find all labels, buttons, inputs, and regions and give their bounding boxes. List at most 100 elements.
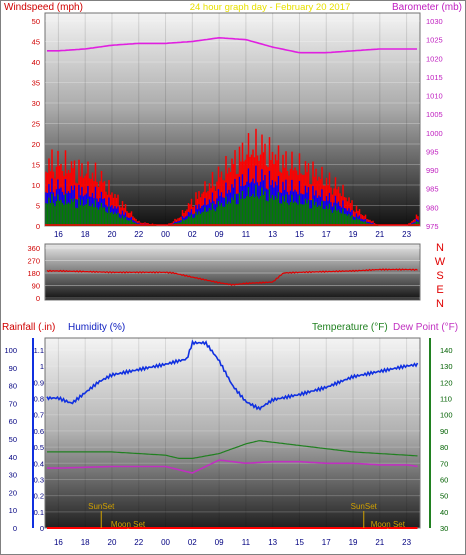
barometer-ticks: 975 980 985 990 995 1000 1005 1010 1015 1020 1025 1… [426,17,443,231]
windspeed-tick-label: 5 [36,202,40,211]
temperature-tick-label: 140 [440,346,453,355]
rainfall-tick-label: 0.8 [34,395,44,404]
temperature-tick-label: 110 [440,395,452,404]
windspeed-tick-label: 40 [32,58,40,67]
direction-tick-label: 360 [27,244,40,253]
bottom-hour-ticks: 16 18 20 22 00 02 09 11 13 15 17 19 21 23 [54,538,412,547]
rainfall-tick-label: 1 [40,362,44,371]
windspeed-tick-label: 50 [32,17,40,26]
barometer-tick-label: 1030 [426,17,443,26]
humidity-tick-label: 100 [4,346,17,355]
barometer-tick-label: 980 [426,203,439,212]
windspeed-tick-label: 25 [32,120,40,129]
hour-tick-label: 23 [402,230,411,239]
compass-s: S [436,270,443,282]
temperature-tick-label: 70 [440,459,448,468]
direction-tick-label: 270 [27,257,40,266]
temperature-tick-label: 50 [440,492,448,501]
hour-tick-label: 22 [134,230,143,239]
direction-tick-label: 0 [36,294,40,303]
graph-title: 24 hour graph day - February 20 2017 [190,2,351,13]
moonset-label: Moon Set [111,520,146,529]
humidity-tick-label: 30 [9,471,17,480]
hour-tick-label: 09 [215,538,224,547]
hour-tick-label: 11 [242,538,251,547]
compass-n-top: N [436,242,444,254]
temperature-tick-label: 40 [440,508,448,517]
hour-tick-label: 18 [81,538,90,547]
temperature-line [47,440,418,459]
bottom-panel [44,337,421,529]
hour-tick-label: 13 [268,538,277,547]
windspeed-tick-label: 10 [32,181,40,190]
windspeed-series [45,128,420,226]
hour-tick-label: 20 [108,538,117,547]
rainfall-tick-label: 1.1 [34,346,44,355]
windspeed-axis-title: Windspeed (mph) [4,2,83,13]
barometer-tick-label: 1020 [426,54,443,63]
hour-tick-label: 00 [161,230,170,239]
humidity-axis-title: Humidity (%) [68,322,125,333]
dewpoint-axis-title: Dew Point (°F) [393,322,458,333]
moonset-label: Moon Set [371,520,406,529]
hour-tick-label: 15 [295,230,304,239]
rainfall-tick-label: 0.1 [34,508,44,517]
windspeed-tick-label: 45 [32,38,40,47]
hour-tick-label: 19 [349,230,358,239]
rainfall-tick-label: 0.2 [34,492,44,501]
humidity-tick-label: 20 [9,488,17,497]
barometer-tick-label: 1025 [426,36,443,45]
direction-ticks: 0 90 180 270 360 [27,244,40,303]
rainfall-tick-label: 0.4 [34,459,44,468]
windspeed-tick-label: 35 [32,79,40,88]
compass-w: W [435,256,446,268]
rainfall-tick-label: 0.9 [34,378,44,387]
temperature-tick-label: 80 [440,443,448,452]
hour-tick-label: 02 [188,230,197,239]
hour-tick-label: 20 [108,230,117,239]
barometer-line [47,36,417,54]
hour-tick-label: 11 [242,230,251,239]
humidity-tick-label: 10 [9,506,17,515]
sunset-label: SunSet [351,502,378,511]
hour-tick-label: 21 [375,230,384,239]
temperature-tick-label: 100 [440,411,453,420]
rainfall-tick-label: 0.7 [34,411,44,420]
hour-tick-label: 17 [322,538,331,547]
barometer-tick-label: 1015 [426,73,443,82]
hour-tick-label: 19 [349,538,358,547]
rainfall-tick-label: 0.6 [34,427,44,436]
hour-tick-label: 15 [295,538,304,547]
hour-tick-label: 16 [54,230,63,239]
direction-line [46,268,418,286]
temperature-tick-label: 90 [440,427,448,436]
sun-moon-annotations: SunSet Moon Set SunSet Moon Set [88,502,406,529]
rainfall-tick-label: 0 [40,524,44,533]
top-hour-ticks: 16 18 20 22 00 02 09 11 13 15 17 19 21 23 [54,230,412,239]
compass-labels: N W S E N [435,242,446,310]
barometer-tick-label: 1010 [426,92,443,101]
hour-tick-label: 02 [188,538,197,547]
barometer-tick-label: 995 [426,147,439,156]
barometer-tick-label: 985 [426,185,439,194]
humidity-tick-label: 40 [9,453,17,462]
direction-tick-label: 180 [27,269,40,278]
temperature-tick-label: 130 [440,362,453,371]
temperature-tick-label: 120 [440,378,453,387]
windspeed-ticks: 0 5 10 15 20 25 30 35 40 45 50 [32,17,40,231]
humidity-ticks: 0 10 20 30 40 50 60 70 80 90 100 [4,346,17,533]
hour-tick-label: 22 [134,538,143,547]
hour-tick-label: 23 [402,538,411,547]
barometer-tick-label: 1005 [426,110,443,119]
rainfall-tick-label: 0.5 [34,443,44,452]
humidity-tick-label: 60 [9,417,17,426]
temperature-tick-label: 60 [440,475,448,484]
windspeed-tick-label: 20 [32,140,40,149]
windspeed-tick-label: 0 [36,222,40,231]
humidity-tick-label: 70 [9,399,17,408]
hour-tick-label: 21 [375,538,384,547]
temperature-ticks: 30 40 50 60 70 80 90 100 110 120 130 140 [440,346,453,533]
humidity-tick-label: 50 [9,435,17,444]
barometer-series [47,36,417,54]
